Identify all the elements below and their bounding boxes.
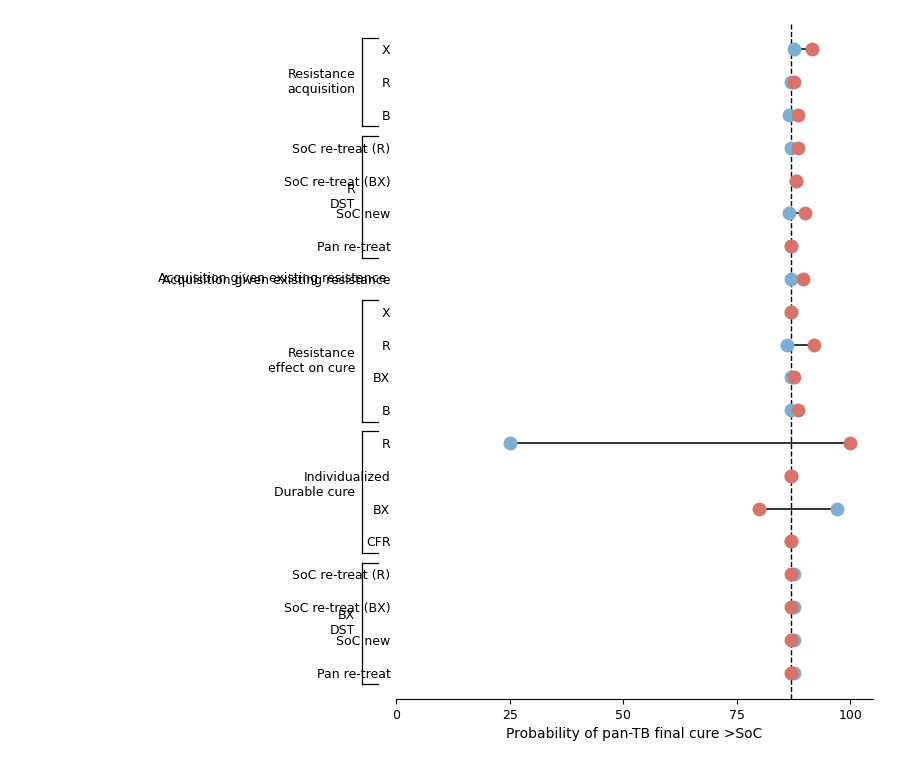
Text: Resistance
effect on cure: Resistance effect on cure — [267, 347, 356, 375]
Text: Resistance
acquisition: Resistance acquisition — [287, 68, 356, 96]
X-axis label: Probability of pan-TB final cure >SoC: Probability of pan-TB final cure >SoC — [507, 727, 762, 741]
Text: Acquisition given existing resistance: Acquisition given existing resistance — [158, 273, 387, 286]
Text: Durable cure: Durable cure — [274, 485, 356, 498]
Text: BX
DST: BX DST — [329, 610, 356, 637]
Text: R
DST: R DST — [329, 183, 356, 211]
